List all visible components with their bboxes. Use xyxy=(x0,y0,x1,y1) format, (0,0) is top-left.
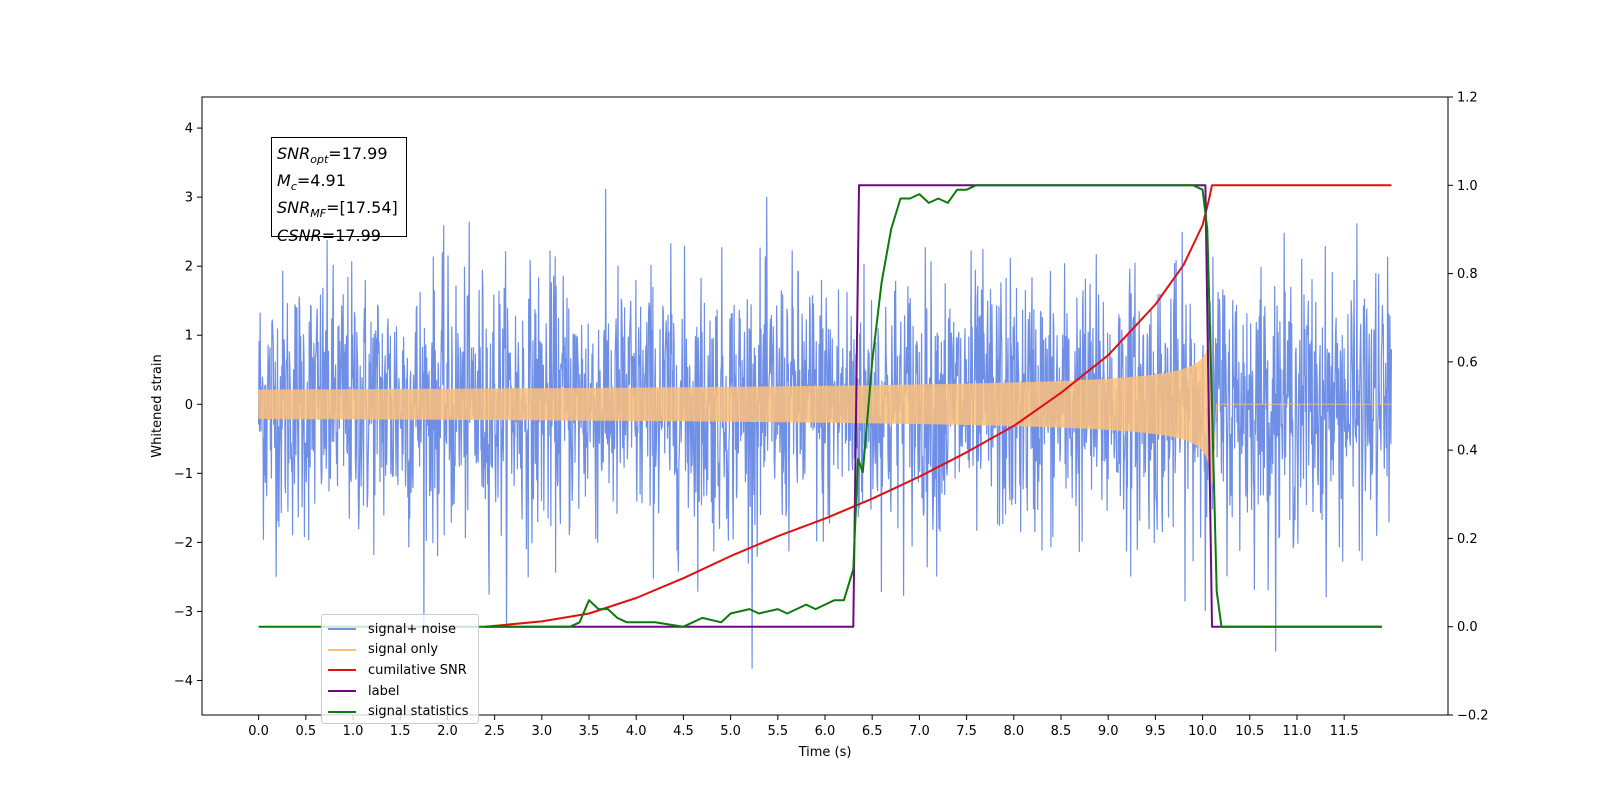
x-tick-label: 3.0 xyxy=(531,724,552,739)
y-axis-right-ticks: 1.2 1.0 0.8 0.6 0.4 0.2 0.0 −0.2 xyxy=(1448,91,1489,724)
x-tick-label: 11.5 xyxy=(1330,724,1359,739)
y-tick-label: 4 xyxy=(185,122,193,137)
x-tick-label: 9.5 xyxy=(1145,724,1166,739)
y-tick-label: −2 xyxy=(174,536,193,551)
y-tick-label: −1 xyxy=(174,467,193,482)
x-tick-label: 0.5 xyxy=(295,724,316,739)
series-signal-statistics-line xyxy=(258,184,1382,628)
x-tick-label: 3.5 xyxy=(579,724,600,739)
csnr-line: CSNR=17.99 xyxy=(277,225,381,245)
x-tick-label: 7.5 xyxy=(956,724,977,739)
x-axis-label: Time (s) xyxy=(798,745,852,760)
legend-item-signal-statistics: signal statistics xyxy=(328,701,478,722)
y2-tick-label: 0.8 xyxy=(1457,267,1478,282)
legend-item-cumulative-snr: cumilative SNR xyxy=(328,660,478,681)
snr-mf-line: SNRMF=[17.54] xyxy=(277,198,398,221)
snr-info-box: SNRopt=17.99 Mc=4.91 SNRMF=[17.54] CSNR=… xyxy=(271,137,407,245)
series-signal-only-line xyxy=(258,324,1392,484)
x-tick-label: 8.0 xyxy=(1003,724,1024,739)
chirp-mass-line: Mc=4.91 xyxy=(277,171,346,194)
x-tick-label: 5.5 xyxy=(767,724,788,739)
x-tick-label: 4.0 xyxy=(626,724,647,739)
y-axis-label: Whitened strain xyxy=(150,354,165,457)
legend-label: label xyxy=(368,683,400,699)
y-tick-label: −4 xyxy=(174,674,193,689)
y2-tick-label: 1.2 xyxy=(1457,91,1478,106)
snr-opt-line: SNRopt=17.99 xyxy=(277,144,388,167)
x-axis-ticks: 0.0 0.5 1.0 1.5 2.0 2.5 3.0 3.5 4.0 4.5 5.0 5.5 6.0 6… xyxy=(248,715,1359,739)
x-tick-label: 4.5 xyxy=(673,724,694,739)
x-tick-label: 8.5 xyxy=(1051,724,1072,739)
legend: signal+ noise signal only cumilative SNR… xyxy=(321,614,479,724)
y2-tick-label: 1.0 xyxy=(1457,179,1478,194)
legend-swatch xyxy=(328,648,356,651)
y-tick-label: 3 xyxy=(185,191,193,206)
x-tick-label: 2.5 xyxy=(484,724,505,739)
x-tick-label: 1.0 xyxy=(343,724,364,739)
x-tick-label: 1.5 xyxy=(390,724,411,739)
y-tick-label: −3 xyxy=(174,605,193,620)
x-tick-label: 10.0 xyxy=(1188,724,1217,739)
y2-tick-label: 0.4 xyxy=(1457,444,1478,459)
x-tick-label: 6.5 xyxy=(862,724,883,739)
y2-tick-label: 0.0 xyxy=(1457,620,1478,635)
y2-tick-label: 0.6 xyxy=(1457,355,1478,370)
legend-swatch xyxy=(328,628,356,631)
y2-tick-label: 0.2 xyxy=(1457,532,1478,547)
legend-item-signal-noise: signal+ noise xyxy=(328,619,478,640)
legend-item-signal-only: signal only xyxy=(328,640,478,661)
legend-swatch xyxy=(328,690,356,693)
x-tick-label: 10.5 xyxy=(1235,724,1264,739)
legend-label: cumilative SNR xyxy=(368,662,467,678)
legend-label: signal only xyxy=(368,642,439,658)
legend-item-label: label xyxy=(328,681,478,702)
y2-tick-label: −0.2 xyxy=(1457,709,1489,724)
legend-swatch xyxy=(328,710,356,713)
x-tick-label: 7.0 xyxy=(909,724,930,739)
x-tick-label: 9.0 xyxy=(1098,724,1119,739)
series-layer xyxy=(258,184,1392,669)
y-axis-left-ticks: 4 3 2 1 0 −1 −2 −3 −4 xyxy=(174,122,202,689)
legend-swatch xyxy=(328,669,356,672)
y-tick-label: 1 xyxy=(185,329,193,344)
legend-label: signal+ noise xyxy=(368,621,457,637)
x-tick-label: 0.0 xyxy=(248,724,269,739)
y-tick-label: 2 xyxy=(185,260,193,275)
x-tick-label: 5.0 xyxy=(720,724,741,739)
x-tick-label: 11.0 xyxy=(1282,724,1311,739)
legend-label: signal statistics xyxy=(368,704,469,720)
x-tick-label: 6.0 xyxy=(815,724,836,739)
series-cumilative-snr-line xyxy=(485,184,1392,628)
x-tick-label: 2.0 xyxy=(437,724,458,739)
y-tick-label: 0 xyxy=(185,398,193,413)
